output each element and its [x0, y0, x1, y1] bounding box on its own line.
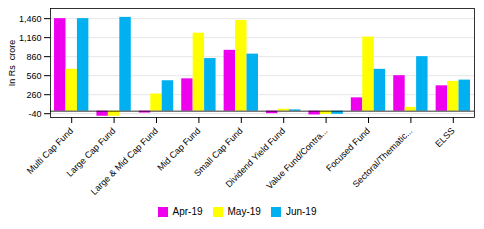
svg-text:860: 860	[26, 52, 41, 62]
svg-text:Multi Cap Fund: Multi Cap Fund	[24, 125, 76, 176]
svg-text:Value Fund/Contra...: Value Fund/Contra...	[264, 126, 329, 191]
html-text:Apr-19: Apr-19	[172, 206, 203, 217]
svg-text:Large Cap Fund: Large Cap Fund	[64, 125, 118, 179]
svg-text:Focused Fund: Focused Fund	[324, 126, 372, 174]
html-text:Jun-19: Jun-19	[285, 206, 317, 217]
svg-text:Dividend Yield Fund: Dividend Yield Fund	[223, 125, 288, 190]
html-text:May-19: May-19	[227, 206, 261, 217]
svg-text:In Rs crore: In Rs crore	[7, 40, 17, 87]
svg-text:Sectoral/Thematic...: Sectoral/Thematic...	[351, 126, 415, 190]
svg-text:Mid Cap Fund: Mid Cap Fund	[155, 126, 202, 173]
svg-text:ELSS: ELSS	[433, 126, 456, 149]
svg-text:260: 260	[26, 90, 41, 100]
svg-text:Small Cap Fund: Small Cap Fund	[192, 125, 245, 179]
svg-text:560: 560	[26, 71, 41, 81]
svg-text:-40: -40	[28, 109, 41, 119]
svg-text:1,160: 1,160	[19, 33, 42, 43]
svg-text:1,460: 1,460	[19, 14, 42, 24]
svg-text:Large & Mid Cap Fund: Large & Mid Cap Fund	[89, 126, 160, 195]
